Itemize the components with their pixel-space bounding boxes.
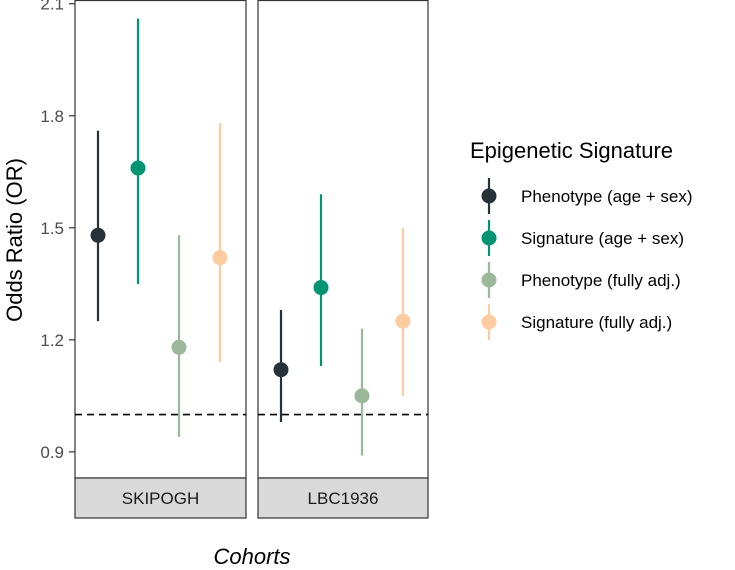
x-axis-title: Cohorts (213, 544, 290, 569)
legend-key-point (481, 314, 497, 330)
data-point (171, 339, 187, 355)
facet-panel-lbc1936 (258, 0, 428, 478)
legend-key-point (481, 230, 497, 246)
y-axis-title: Odds Ratio (OR) (2, 158, 27, 322)
y-axis: 0.9 1.2 1.5 1.8 2.1 (40, 0, 75, 462)
facet-strip-label: SKIPOGH (122, 489, 199, 508)
y-tick-label: 0.9 (40, 443, 64, 462)
y-tick-label: 1.2 (40, 331, 64, 350)
data-point (354, 388, 370, 404)
y-tick-label: 1.8 (40, 107, 64, 126)
facet-strip (74, 477, 247, 519)
legend-label: Phenotype (fully adj.) (521, 271, 681, 290)
facet-panels (74, 0, 429, 479)
legend-label: Signature (fully adj.) (521, 313, 672, 332)
y-tick-label: 2.1 (40, 0, 64, 14)
legend-title: Epigenetic Signature (470, 138, 673, 163)
data-point (90, 227, 106, 243)
data-point (212, 250, 228, 266)
data-marks (75, 18, 428, 456)
facet-strip-label: LBC1936 (308, 489, 379, 508)
y-tick-label: 1.5 (40, 219, 64, 238)
facet-strip (257, 477, 429, 519)
data-point (273, 362, 289, 378)
legend-key-point (481, 272, 497, 288)
legend-label: Signature (age + sex) (521, 229, 684, 248)
data-point (313, 280, 329, 296)
facet-strips: SKIPOGH LBC1936 (74, 477, 429, 519)
legend: Epigenetic Signature Phenotype (age + se… (470, 138, 693, 340)
legend-key-point (481, 188, 497, 204)
data-point (130, 160, 146, 176)
legend-label: Phenotype (age + sex) (521, 187, 693, 206)
data-point (395, 313, 411, 329)
